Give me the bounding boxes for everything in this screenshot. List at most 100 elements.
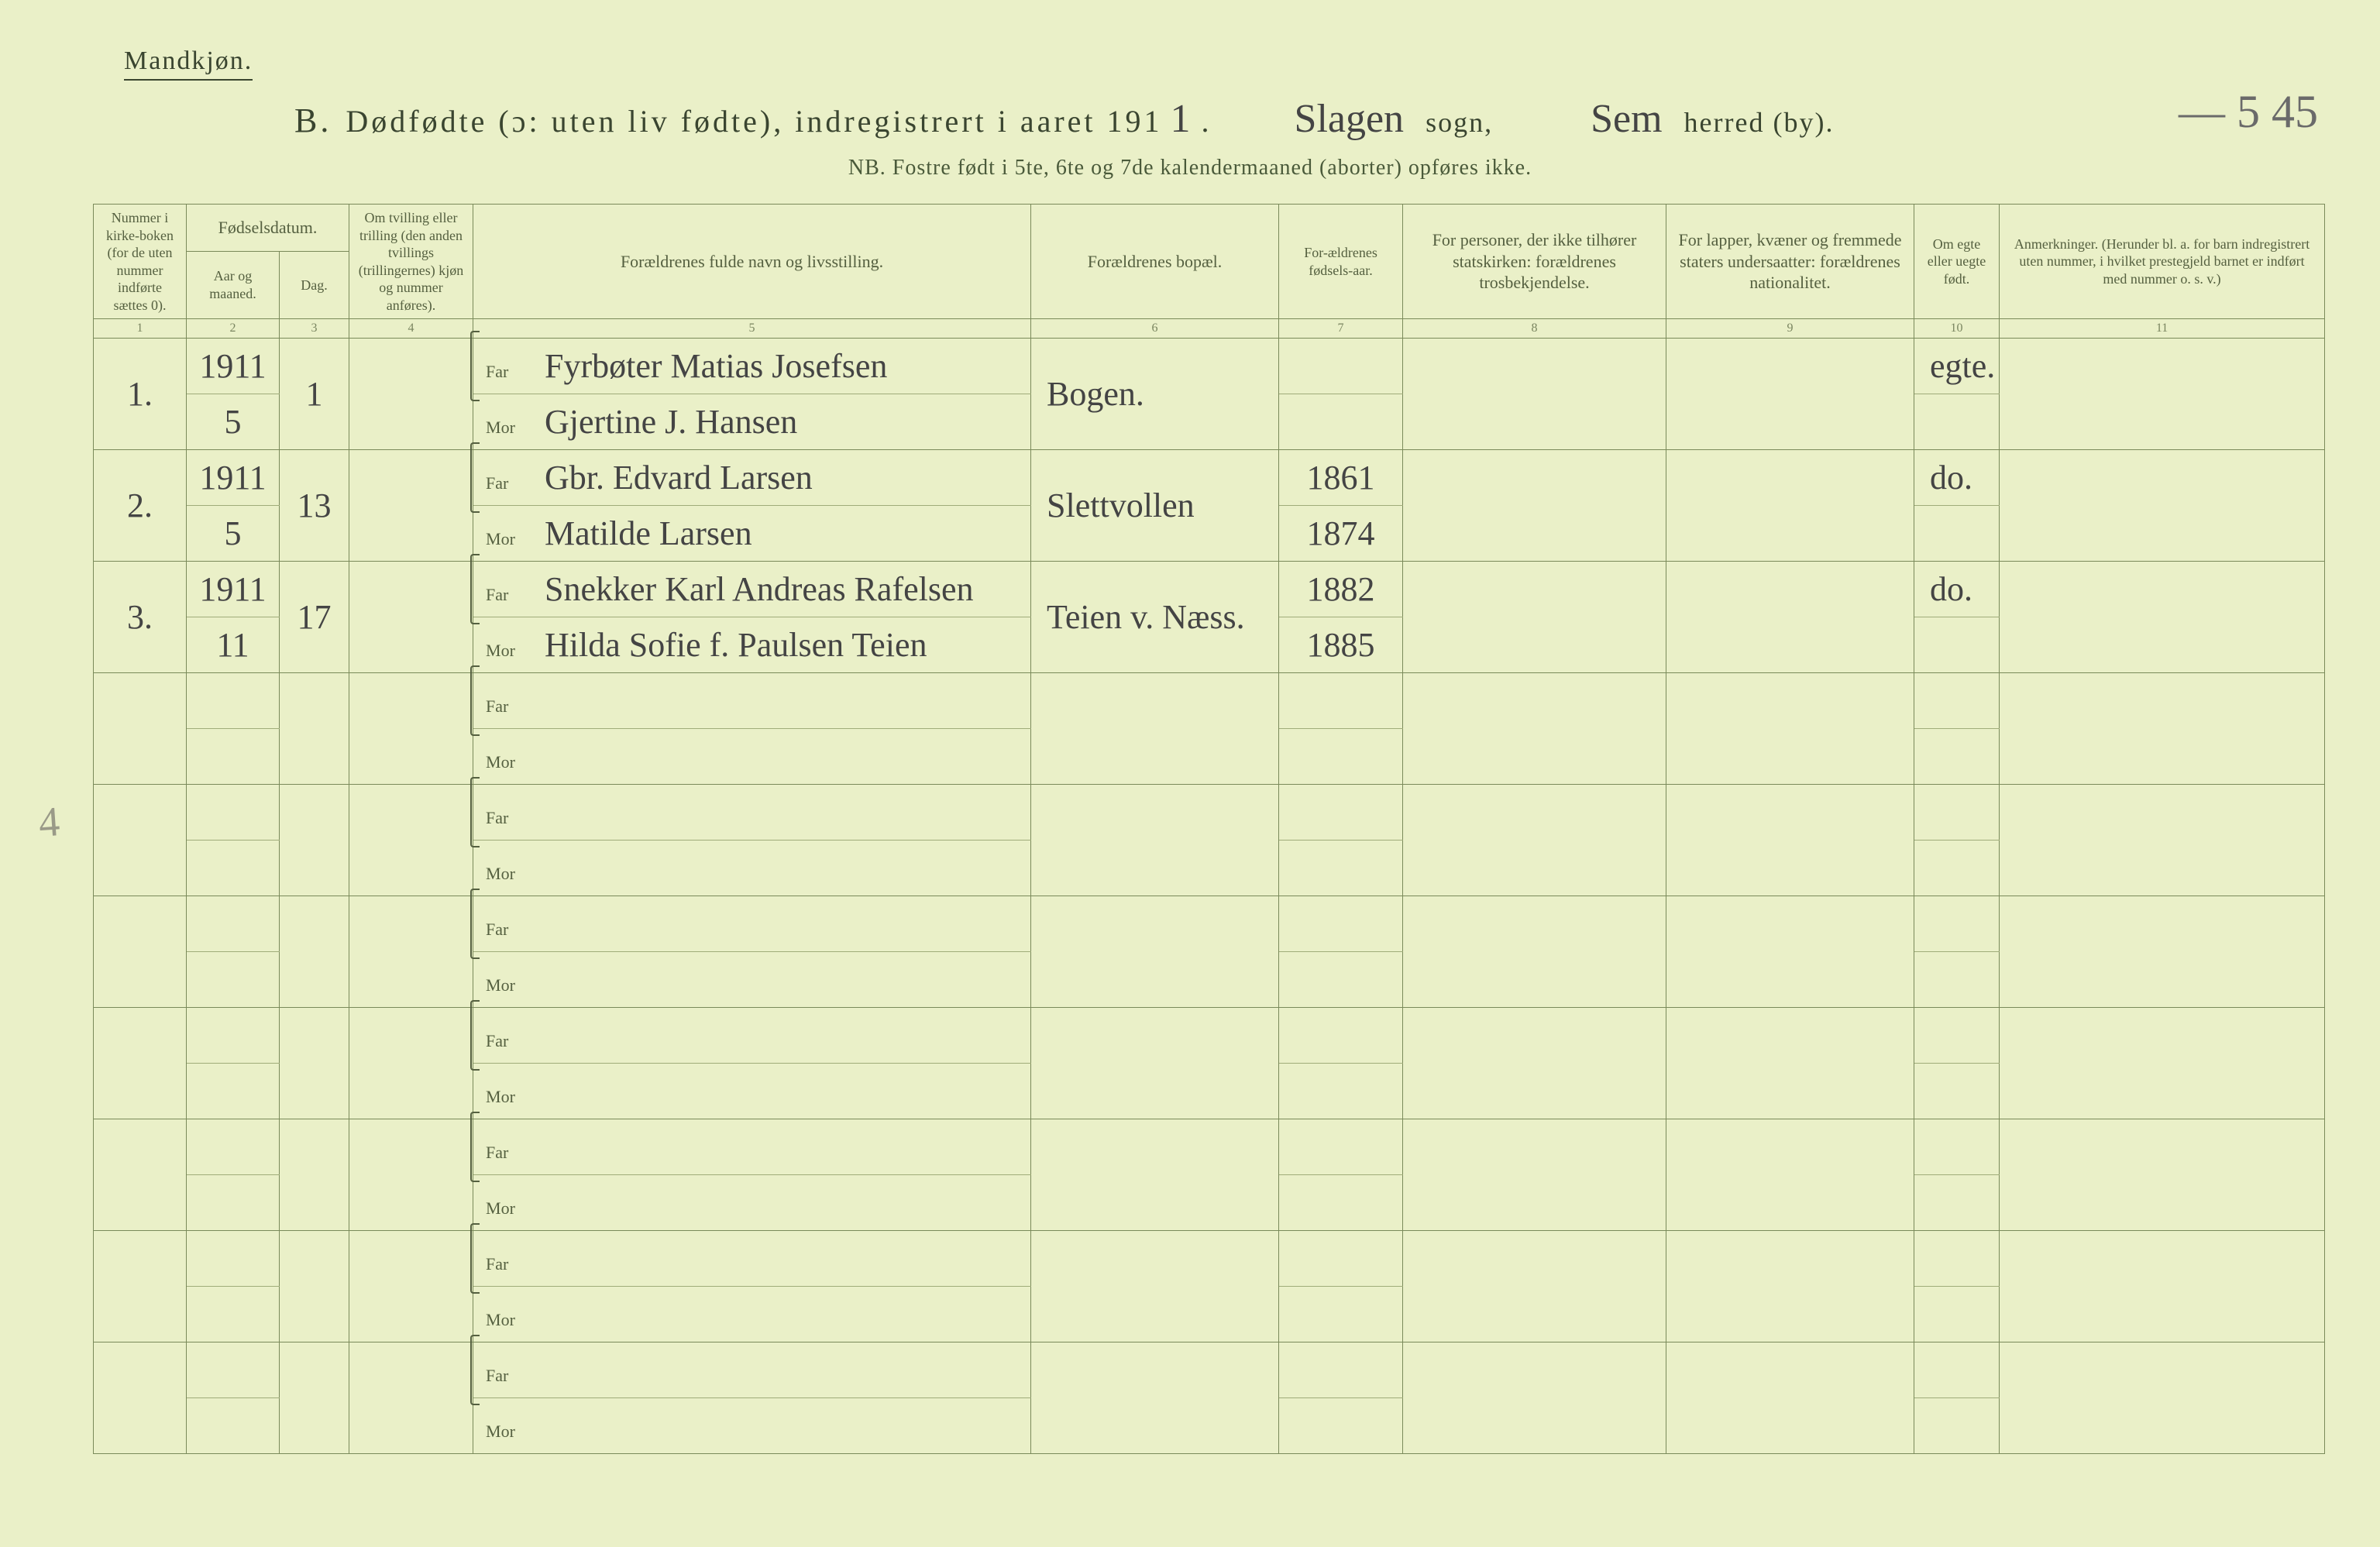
cell-religion — [1403, 450, 1666, 562]
cell-legitimacy-lower — [1914, 617, 2000, 673]
cell-mother-birthyear — [1279, 394, 1403, 450]
cell-legitimacy — [1914, 1342, 2000, 1398]
cell-remarks — [2000, 562, 2325, 673]
cell-father-birthyear — [1279, 785, 1403, 841]
cell-mother-birthyear — [1279, 1175, 1403, 1231]
cell-religion — [1403, 562, 1666, 673]
cell-twin — [349, 339, 473, 450]
cell-father: Far — [473, 785, 1031, 841]
cell-nationality — [1666, 673, 1914, 785]
cell-nationality — [1666, 1342, 1914, 1454]
cell-father-birthyear: 1882 — [1279, 562, 1403, 617]
parent-role-label: Mor — [486, 641, 529, 661]
cell-month — [187, 841, 280, 896]
cell-mother-birthyear: 1885 — [1279, 617, 1403, 673]
cell-remarks — [2000, 1119, 2325, 1231]
cell-father: Far Snekker Karl Andreas Rafelsen — [473, 562, 1031, 617]
cell-legitimacy-lower — [1914, 1064, 2000, 1119]
cell-twin — [349, 1008, 473, 1119]
stray-pencil-mark: 4 — [37, 797, 61, 847]
title-period: . — [1202, 104, 1212, 139]
register-row-far: Far — [94, 1231, 2325, 1287]
register-row-far: 3.191117FarSnekker Karl Andreas Rafelsen… — [94, 562, 2325, 617]
cell-nationality — [1666, 1231, 1914, 1342]
parent-name: Hilda Sofie f. Paulsen Teien — [545, 626, 927, 664]
bracket-icon — [470, 1000, 480, 1071]
cell-residence — [1031, 896, 1279, 1008]
cell-year — [187, 896, 280, 952]
cell-father: Far — [473, 896, 1031, 952]
parent-role-label: Mor — [486, 1422, 529, 1442]
cell-legitimacy — [1914, 896, 2000, 952]
parent-role-label: Mor — [486, 752, 529, 772]
col-header-num: Nummer i kirke-boken (for de uten nummer… — [94, 205, 187, 319]
gender-label: Mandkjøn. — [124, 46, 253, 81]
cell-month — [187, 1064, 280, 1119]
cell-legitimacy — [1914, 1119, 2000, 1175]
cell-day: 1 — [280, 339, 349, 450]
cell-year — [187, 1342, 280, 1398]
col-num: 1 — [94, 319, 187, 339]
register-row-far: Far — [94, 673, 2325, 729]
column-number-row: 1 2 3 4 5 6 7 8 9 10 11 — [94, 319, 2325, 339]
cell-number — [94, 1008, 187, 1119]
cell-legitimacy-lower — [1914, 729, 2000, 785]
cell-legitimacy — [1914, 1008, 2000, 1064]
bracket-icon — [470, 1223, 480, 1294]
parent-name: Gbr. Edvard Larsen — [545, 459, 813, 497]
col-num: 2 — [187, 319, 280, 339]
cell-mother: Mor — [473, 1398, 1031, 1454]
col-num: 10 — [1914, 319, 2000, 339]
cell-religion — [1403, 1119, 1666, 1231]
col-num: 5 — [473, 319, 1031, 339]
cell-remarks — [2000, 339, 2325, 450]
parent-role-label: Far — [486, 585, 529, 605]
section-letter: B. — [294, 101, 332, 140]
col-header-year-month: Aar og maaned. — [187, 251, 280, 318]
bracket-icon — [470, 665, 480, 736]
cell-father-birthyear — [1279, 896, 1403, 952]
cell-religion — [1403, 1231, 1666, 1342]
cell-mother-birthyear — [1279, 1064, 1403, 1119]
col-header-birthyear: For-ældrenes fødsels-aar. — [1279, 205, 1403, 319]
cell-religion — [1403, 339, 1666, 450]
cell-father: Far — [473, 1008, 1031, 1064]
cell-year — [187, 673, 280, 729]
register-page: Mandkjøn. — 5 45 B. Dødfødte (ɔ: uten li… — [0, 0, 2380, 1547]
cell-day: 17 — [280, 562, 349, 673]
parent-role-label: Far — [486, 473, 529, 493]
cell-residence — [1031, 785, 1279, 896]
col-header-egte: Om egte eller uegte født. — [1914, 205, 2000, 319]
cell-twin — [349, 785, 473, 896]
table-header: Nummer i kirke-boken (for de uten nummer… — [94, 205, 2325, 339]
cell-remarks — [2000, 1008, 2325, 1119]
cell-legitimacy — [1914, 673, 2000, 729]
cell-father-birthyear — [1279, 1231, 1403, 1287]
cell-nationality — [1666, 785, 1914, 896]
col-header-tros: For personer, der ikke tilhører statskir… — [1403, 205, 1666, 319]
cell-mother: Mor — [473, 729, 1031, 785]
cell-day — [280, 1008, 349, 1119]
cell-father: Far — [473, 1119, 1031, 1175]
cell-twin — [349, 673, 473, 785]
parent-name: Snekker Karl Andreas Rafelsen — [545, 570, 973, 608]
parent-role-label: Mor — [486, 975, 529, 995]
parent-name: Fyrbøter Matias Josefsen — [545, 347, 887, 385]
cell-mother: Mor — [473, 1287, 1031, 1342]
bracket-icon — [470, 554, 480, 624]
register-row-far: Far — [94, 785, 2325, 841]
cell-mother: Mor — [473, 1175, 1031, 1231]
cell-father: Far — [473, 673, 1031, 729]
cell-remarks — [2000, 450, 2325, 562]
register-row-far: Far — [94, 1119, 2325, 1175]
parent-role-label: Mor — [486, 418, 529, 438]
cell-nationality — [1666, 1008, 1914, 1119]
cell-remarks — [2000, 1231, 2325, 1342]
cell-remarks — [2000, 673, 2325, 785]
title-main-text: Dødfødte (ɔ: uten liv fødte), indregistr… — [346, 104, 1162, 139]
page-header: Mandkjøn. — 5 45 B. Dødfødte (ɔ: uten li… — [93, 46, 2287, 180]
parent-role-label: Far — [486, 920, 529, 940]
cell-number: 3. — [94, 562, 187, 673]
cell-father-birthyear — [1279, 673, 1403, 729]
cell-father: Far — [473, 1231, 1031, 1287]
